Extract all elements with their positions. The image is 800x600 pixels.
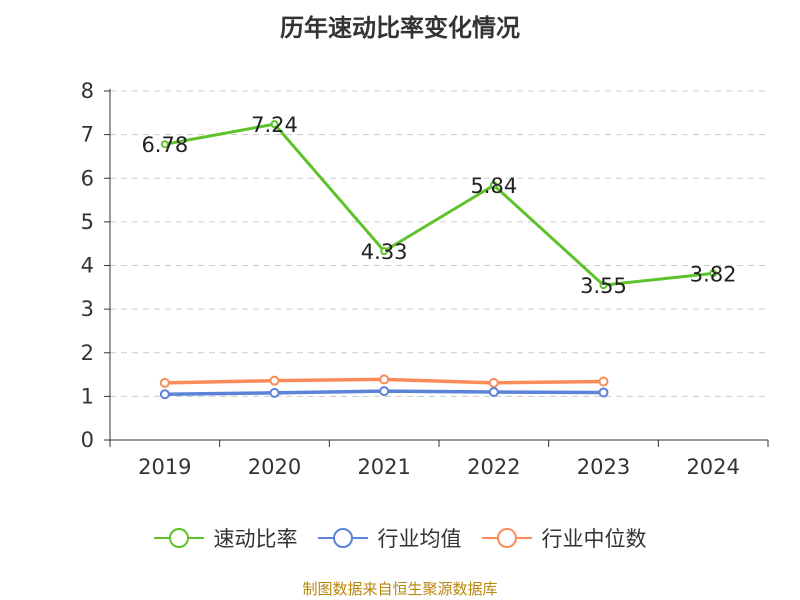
data-point [160,140,169,149]
axes: 0 1 2 3 4 5 6 7 8 2019 2020 2021 2022 2023 2024 [81,79,769,479]
data-point [270,120,279,129]
legend-marker-industry-median [481,528,532,548]
x-tick-label: 2023 [577,455,630,479]
y-tick-label: 8 [81,79,94,103]
data-point [380,247,389,256]
data-point [379,374,390,385]
x-tick-label: 2020 [248,455,301,479]
data-label: 3.55 [580,274,627,298]
data-point [598,387,609,398]
data-label: 3.82 [690,262,737,286]
legend-item-quick-ratio[interactable]: 速动比率 [153,523,298,553]
legend-label-quick-ratio: 速动比率 [213,527,298,551]
data-point [709,269,718,278]
series-lines [159,120,718,400]
data-point [599,281,608,290]
legend-item-industry-median[interactable]: 行业中位数 [481,523,647,553]
legend-marker-industry-mean [317,528,368,548]
y-tick-label: 1 [81,384,94,408]
x-tick-label: 2024 [686,455,739,479]
data-point [379,386,390,397]
data-labels: 6.78 7.24 4.33 5.84 3.55 3.82 [141,113,736,298]
y-tick-label: 7 [81,123,94,147]
series-line-0 [164,122,714,287]
data-point [489,181,498,190]
legend-label-industry-mean: 行业均值 [377,527,462,551]
legend-marker-quick-ratio [153,528,204,548]
data-label: 6.78 [141,133,188,157]
data-point [159,389,170,400]
data-label: 7.24 [251,113,298,137]
chart-title: 历年速动比率变化情况 [280,14,520,42]
legend-item-industry-mean[interactable]: 行业均值 [317,523,462,553]
y-tick-label: 2 [81,341,94,365]
data-point [269,387,280,398]
data-label: 5.84 [470,174,517,198]
data-point [269,375,280,386]
legend-label-industry-median: 行业中位数 [541,527,647,551]
y-tick-label: 4 [81,254,94,278]
x-tick-label: 2019 [138,455,191,479]
y-tick-label: 0 [81,428,94,452]
source-note: 制图数据来自恒生聚源数据库 [302,580,498,598]
data-point [488,387,499,398]
y-tick-label: 6 [81,166,94,190]
y-tick-label: 3 [81,297,94,321]
legend: 速动比率 行业均值 行业中位数 [0,520,800,556]
x-tick-label: 2022 [467,455,520,479]
data-point [598,376,609,387]
x-tick-label: 2021 [357,455,410,479]
data-point [488,377,499,388]
data-label: 4.33 [361,240,408,264]
data-point [159,377,170,388]
y-tick-label: 5 [81,210,94,234]
